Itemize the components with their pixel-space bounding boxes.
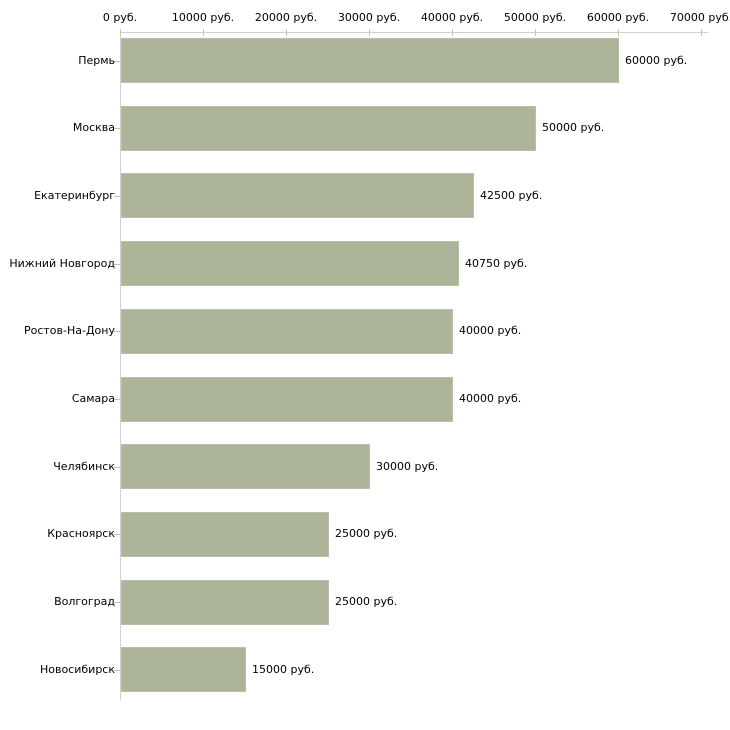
x-axis-tick-label: 40000 руб. [420, 11, 484, 24]
y-axis-tick-mark [114, 534, 121, 535]
y-axis-tick-mark [114, 331, 121, 332]
value-label: 40000 руб. [459, 324, 522, 337]
bar [121, 106, 536, 151]
value-label: 25000 руб. [335, 527, 398, 540]
value-label: 25000 руб. [335, 595, 398, 608]
x-axis-tick-label: 50000 руб. [503, 11, 567, 24]
x-axis-tick-label: 20000 руб. [254, 11, 318, 24]
x-axis-tick-label: 70000 руб. [669, 11, 730, 24]
category-label: Пермь [78, 54, 115, 67]
x-axis-tick-mark [120, 29, 121, 36]
x-axis-tick-label: 30000 руб. [337, 11, 401, 24]
x-axis-tick-mark [369, 29, 370, 36]
x-axis-line [120, 32, 708, 33]
bar [121, 444, 370, 489]
value-label: 30000 руб. [376, 460, 439, 473]
y-axis-tick-mark [114, 264, 121, 265]
x-axis-tick-label: 10000 руб. [171, 11, 235, 24]
category-label: Новосибирск [39, 663, 115, 676]
value-label: 50000 руб. [542, 121, 605, 134]
x-axis-tick-mark [701, 29, 702, 36]
y-axis-tick-mark [114, 399, 121, 400]
bar [121, 580, 329, 625]
x-axis-tick-mark [452, 29, 453, 36]
category-label: Нижний Новгород [9, 257, 115, 270]
category-label: Челябинск [53, 460, 115, 473]
x-axis-tick-label: 0 руб. [102, 11, 138, 24]
bar [121, 512, 329, 557]
x-axis-tick-mark [618, 29, 619, 36]
x-axis-tick-mark [203, 29, 204, 36]
bar [121, 173, 474, 218]
value-label: 60000 руб. [625, 54, 688, 67]
value-label: 40750 руб. [465, 257, 528, 270]
y-axis-tick-mark [114, 467, 121, 468]
y-axis-tick-mark [114, 602, 121, 603]
bar [121, 377, 453, 422]
value-label: 40000 руб. [459, 392, 522, 405]
category-label: Волгоград [54, 595, 115, 608]
bar [121, 241, 459, 286]
x-axis-tick-label: 60000 руб. [586, 11, 650, 24]
y-axis-tick-mark [114, 196, 121, 197]
category-label: Самара [71, 392, 115, 405]
bar [121, 38, 619, 83]
category-label: Ростов-На-Дону [23, 324, 115, 337]
y-axis-tick-mark [114, 670, 121, 671]
value-label: 15000 руб. [252, 663, 315, 676]
category-label: Москва [72, 121, 115, 134]
bar [121, 309, 453, 354]
x-axis-tick-mark [535, 29, 536, 36]
value-label: 42500 руб. [480, 189, 543, 202]
category-label: Екатеринбург [34, 189, 115, 202]
y-axis-tick-mark [114, 128, 121, 129]
y-axis-line [120, 32, 121, 700]
x-axis-tick-mark [286, 29, 287, 36]
bar [121, 647, 246, 692]
y-axis-tick-mark [114, 61, 121, 62]
category-label: Красноярск [47, 527, 115, 540]
